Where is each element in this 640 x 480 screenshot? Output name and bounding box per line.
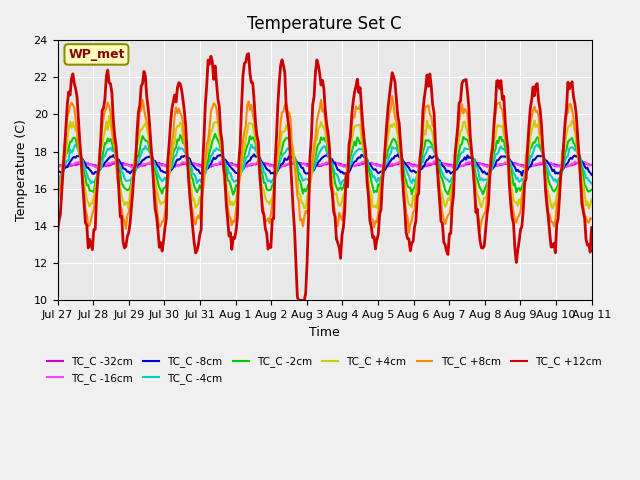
TC_C -8cm (586, 170, 594, 176)
Line: TC_C +8cm: TC_C +8cm (58, 96, 591, 233)
TC_C -2cm (331, 180, 339, 186)
TC_C +4cm (88, 201, 96, 206)
TC_C +8cm (72, 118, 79, 124)
TC_C +8cm (388, 93, 396, 99)
TC_C -8cm (436, 157, 444, 163)
Line: TC_C +4cm: TC_C +4cm (58, 116, 591, 209)
TC_C -32cm (588, 162, 595, 168)
TC_C -16cm (588, 162, 595, 168)
TC_C -8cm (88, 170, 96, 176)
TC_C -2cm (588, 187, 595, 192)
Y-axis label: Temperature (C): Temperature (C) (15, 119, 28, 221)
TC_C -4cm (588, 181, 595, 187)
TC_C -2cm (229, 192, 237, 197)
TC_C +4cm (586, 202, 594, 208)
TC_C +8cm (516, 209, 524, 215)
Line: TC_C -32cm: TC_C -32cm (58, 162, 591, 168)
TC_C +12cm (588, 225, 595, 230)
Line: TC_C -8cm: TC_C -8cm (58, 155, 591, 176)
TC_C -8cm (54, 170, 61, 176)
TC_C +12cm (295, 298, 303, 303)
TC_C +12cm (88, 247, 96, 252)
TC_C -16cm (88, 162, 96, 168)
TC_C -32cm (586, 162, 594, 168)
TC_C -2cm (586, 188, 594, 193)
TC_C -32cm (419, 165, 427, 170)
TC_C -8cm (518, 173, 525, 179)
TC_C -2cm (54, 185, 61, 191)
X-axis label: Time: Time (309, 325, 340, 338)
TC_C -8cm (250, 152, 258, 157)
TC_C -8cm (72, 155, 79, 161)
TC_C -8cm (515, 169, 523, 175)
TC_C +4cm (125, 206, 132, 212)
TC_C -32cm (72, 162, 79, 168)
TC_C +8cm (328, 181, 336, 187)
TC_C +4cm (437, 188, 445, 194)
TC_C +8cm (437, 196, 445, 202)
TC_C +8cm (54, 203, 61, 208)
TC_C -4cm (586, 179, 594, 185)
TC_C -4cm (330, 166, 337, 172)
TC_C -16cm (72, 160, 79, 166)
Line: TC_C -16cm: TC_C -16cm (58, 161, 591, 168)
TC_C -32cm (54, 162, 61, 168)
TC_C +12cm (516, 227, 524, 232)
TC_C -4cm (54, 180, 61, 185)
TC_C -4cm (73, 144, 81, 150)
TC_C +12cm (331, 214, 339, 220)
TC_C -16cm (450, 166, 458, 171)
TC_C -32cm (436, 161, 444, 167)
TC_C -2cm (437, 174, 445, 180)
TC_C +12cm (437, 218, 445, 224)
TC_C -4cm (90, 180, 98, 185)
TC_C -8cm (588, 172, 595, 178)
TC_C +8cm (88, 211, 96, 217)
TC_C +12cm (72, 86, 79, 92)
TC_C -4cm (337, 182, 344, 188)
TC_C -32cm (88, 162, 96, 168)
TC_C -4cm (516, 178, 524, 184)
TC_C -4cm (437, 168, 445, 173)
TC_C -16cm (516, 163, 524, 169)
TC_C +4cm (588, 196, 595, 202)
TC_C +12cm (586, 249, 594, 255)
TC_C -2cm (88, 189, 96, 194)
TC_C +4cm (106, 113, 113, 119)
TC_C -32cm (515, 162, 523, 168)
TC_C -32cm (580, 159, 588, 165)
TC_C -16cm (436, 160, 444, 166)
TC_C -2cm (211, 131, 219, 137)
TC_C -4cm (72, 142, 79, 147)
TC_C +4cm (331, 192, 339, 197)
TC_C -2cm (516, 188, 524, 193)
TC_C +12cm (54, 230, 61, 236)
TC_C +4cm (72, 128, 79, 133)
Legend: TC_C -32cm, TC_C -16cm, TC_C -8cm, TC_C -4cm, TC_C -2cm, TC_C +4cm, TC_C +8cm, T: TC_C -32cm, TC_C -16cm, TC_C -8cm, TC_C … (43, 352, 606, 388)
TC_C -32cm (328, 160, 336, 166)
TC_C +4cm (54, 203, 61, 208)
TC_C +12cm (244, 51, 252, 57)
Line: TC_C -4cm: TC_C -4cm (58, 144, 591, 185)
TC_C +4cm (516, 201, 524, 206)
Line: TC_C -2cm: TC_C -2cm (58, 134, 591, 194)
Line: TC_C +12cm: TC_C +12cm (58, 54, 591, 300)
TC_C -16cm (185, 158, 193, 164)
TC_C +8cm (405, 230, 413, 236)
TC_C -2cm (72, 136, 79, 142)
TC_C -16cm (586, 163, 594, 168)
Text: WP_met: WP_met (68, 48, 125, 61)
Title: Temperature Set C: Temperature Set C (247, 15, 402, 33)
TC_C -16cm (54, 163, 61, 169)
TC_C +8cm (588, 216, 595, 221)
TC_C +8cm (586, 216, 594, 221)
TC_C -16cm (330, 159, 337, 165)
TC_C -8cm (330, 160, 337, 166)
